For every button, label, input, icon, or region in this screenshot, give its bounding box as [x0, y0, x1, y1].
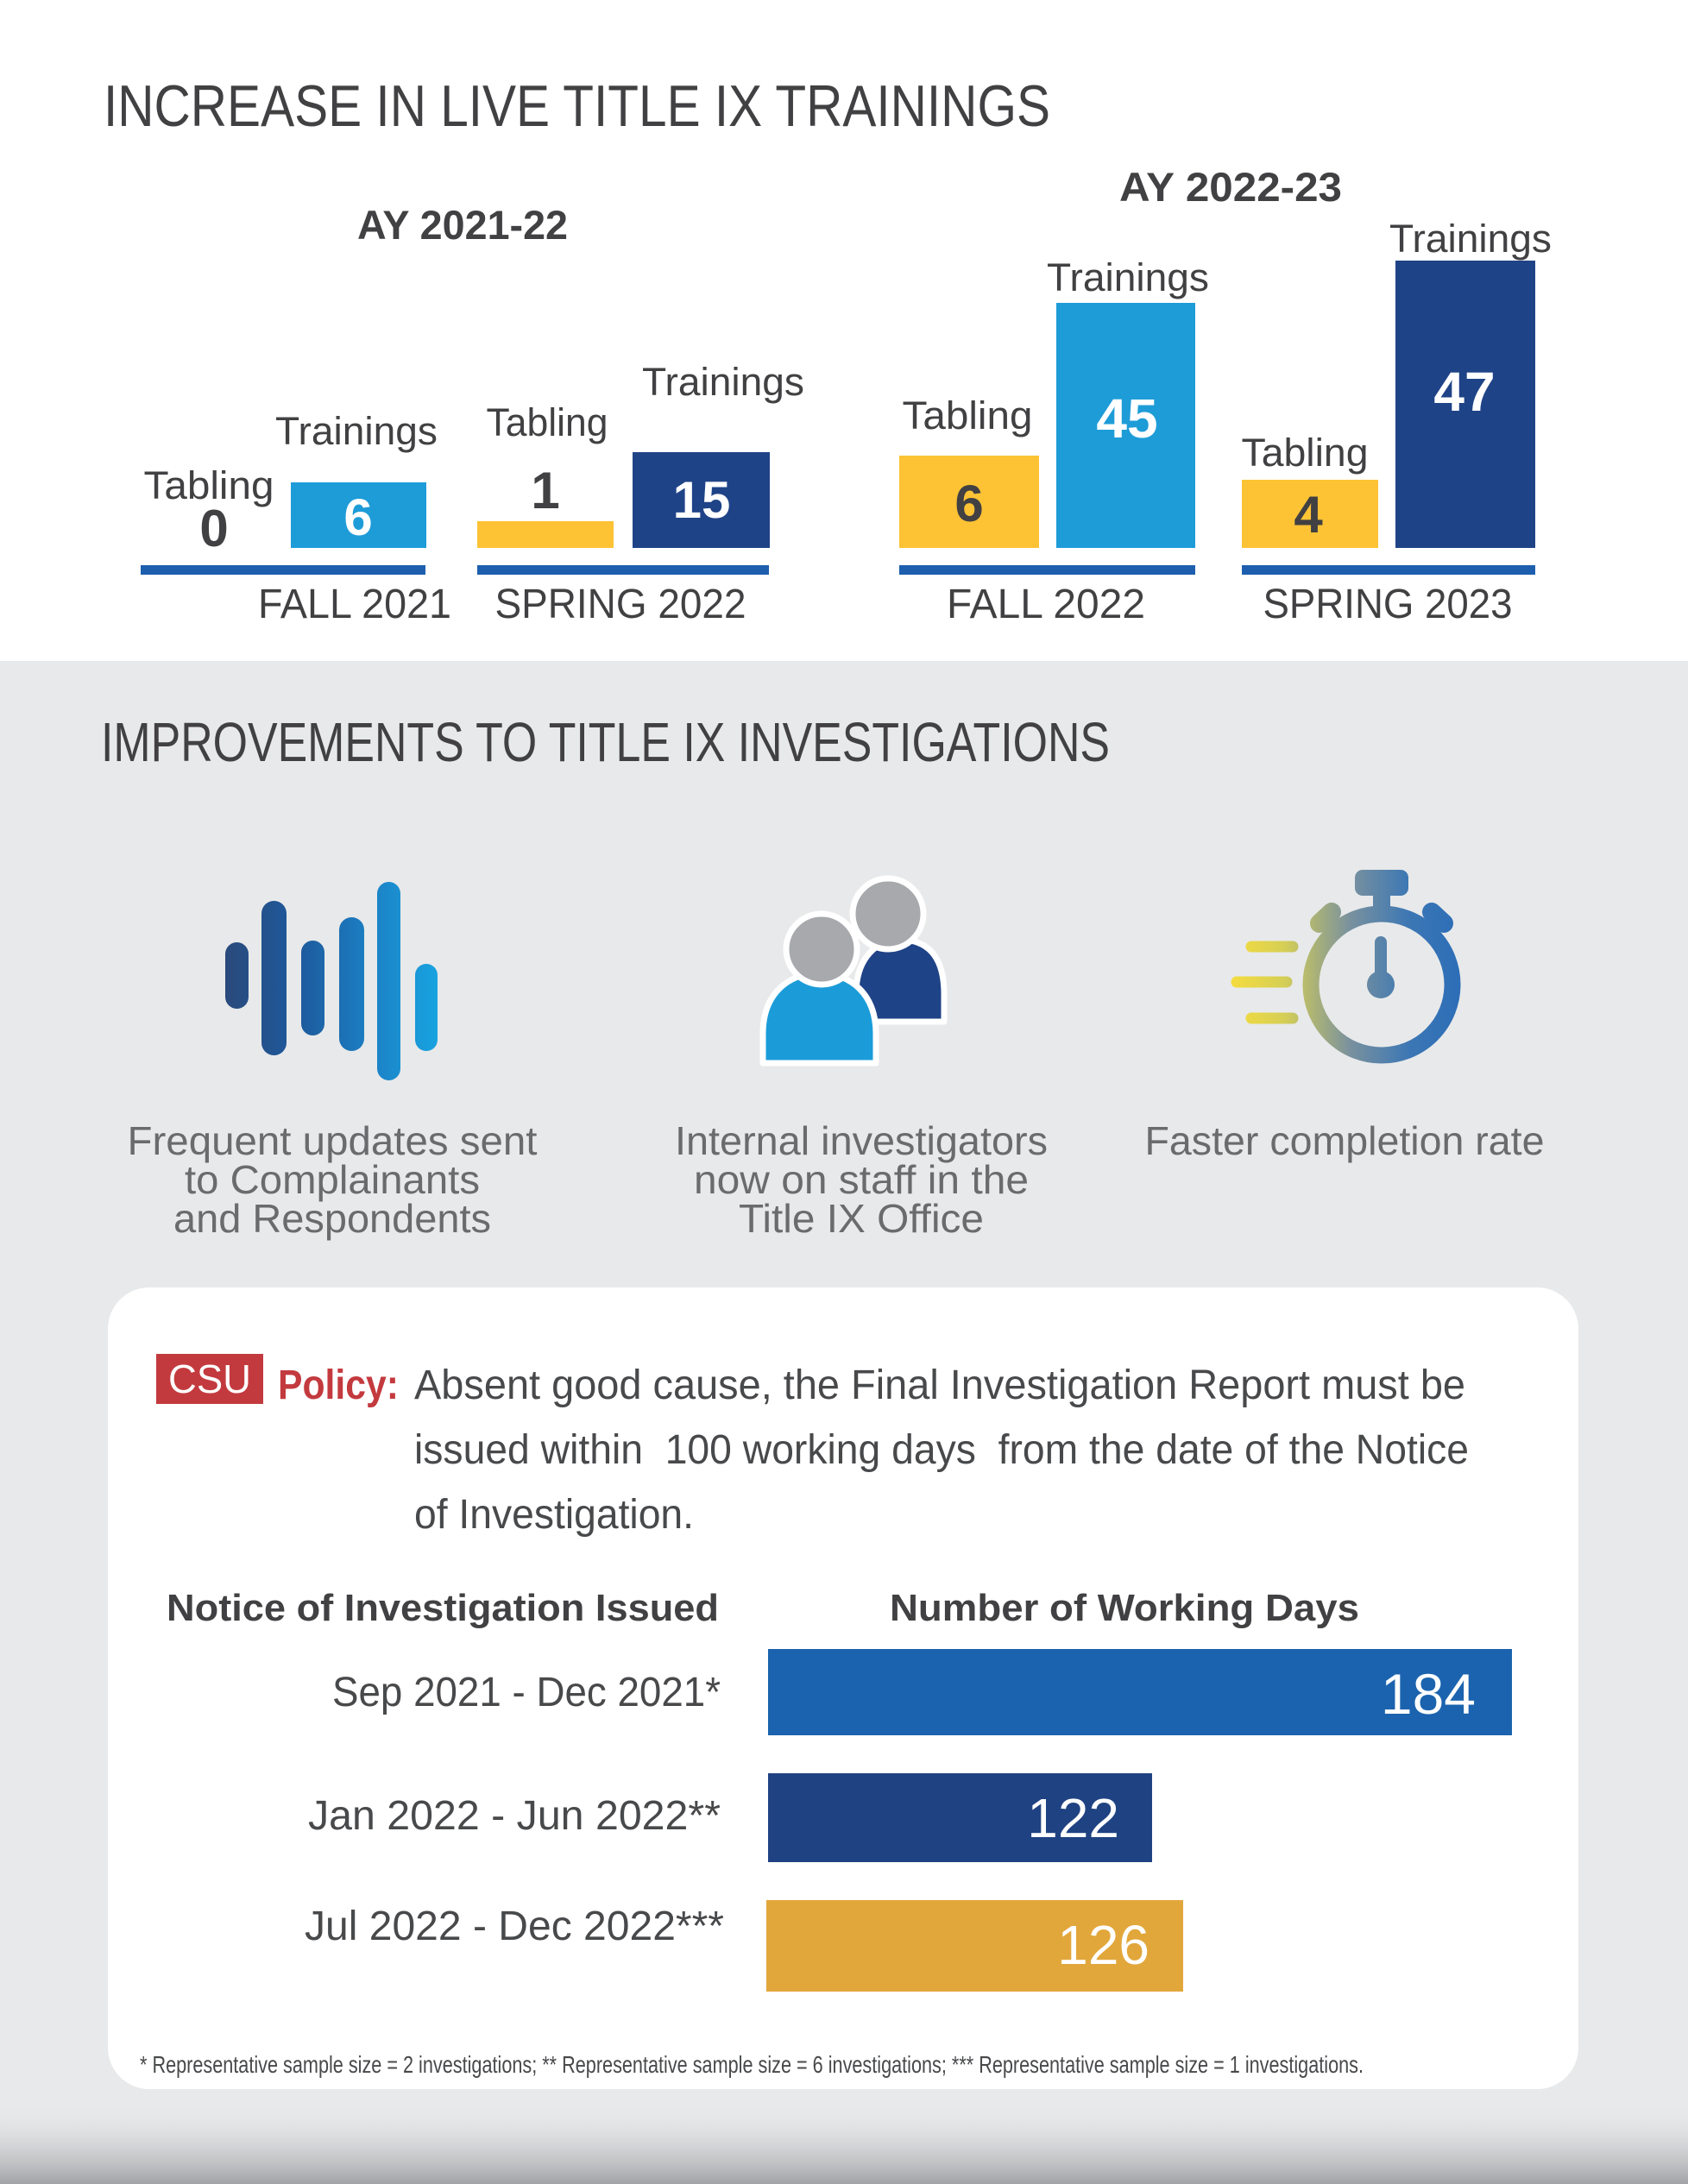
svg-text:IMPROVEMENTS TO TITLE IX INVES: IMPROVEMENTS TO TITLE IX INVESTIGATIONS — [101, 711, 1110, 773]
svg-text:Frequent updates sent: Frequent updates sent — [128, 1118, 538, 1163]
svg-text:Tabling: Tabling — [487, 400, 608, 444]
svg-text:15: 15 — [673, 471, 731, 529]
svg-text:now on staff in the: now on staff in the — [694, 1157, 1029, 1202]
svg-text:Number of Working Days: Number of Working Days — [890, 1587, 1359, 1629]
svg-text:Tabling: Tabling — [903, 393, 1033, 437]
svg-text:Trainings: Trainings — [642, 360, 804, 404]
svg-text:0: 0 — [199, 500, 228, 557]
svg-text:CSU: CSU — [168, 1356, 251, 1401]
svg-text:Title IX Office: Title IX Office — [739, 1196, 984, 1241]
svg-text:Internal investigators: Internal investigators — [675, 1118, 1048, 1163]
svg-text:6: 6 — [954, 475, 983, 532]
svg-text:SPRING 2022: SPRING 2022 — [495, 582, 746, 627]
svg-text:Jan 2022 - Jun 2022**: Jan 2022 - Jun 2022** — [308, 1793, 721, 1839]
svg-text:* Representative sample size =: * Representative sample size = 2 investi… — [140, 2051, 1364, 2078]
svg-text:126: 126 — [1057, 1914, 1149, 1976]
svg-text:4: 4 — [1294, 486, 1323, 544]
svg-text:Faster completion rate: Faster completion rate — [1145, 1118, 1545, 1163]
svg-text:AY 2021-22: AY 2021-22 — [357, 202, 568, 248]
svg-text:47: 47 — [1433, 361, 1495, 423]
svg-text:Jul 2022 - Dec 2022***: Jul 2022 - Dec 2022*** — [305, 1904, 724, 1949]
svg-text:Sep 2021 - Dec 2021*: Sep 2021 - Dec 2021* — [332, 1670, 721, 1715]
svg-text:Notice of Investigation Issued: Notice of Investigation Issued — [167, 1587, 719, 1629]
svg-text:122: 122 — [1027, 1787, 1119, 1849]
svg-text:FALL 2021: FALL 2021 — [258, 582, 451, 627]
svg-text:issued within 100 working day: issued within 100 working days from the … — [414, 1427, 1469, 1473]
svg-text:Trainings: Trainings — [275, 409, 438, 453]
svg-text:Absent good cause, the Final I: Absent good cause, the Final Investigati… — [414, 1363, 1465, 1408]
svg-text:Trainings: Trainings — [1047, 255, 1209, 299]
svg-text:and Respondents: and Respondents — [173, 1196, 491, 1241]
svg-text:45: 45 — [1096, 387, 1157, 450]
svg-text:SPRING 2023: SPRING 2023 — [1263, 582, 1513, 627]
svg-text:to Complainants: to Complainants — [185, 1157, 480, 1202]
svg-text:FALL 2022: FALL 2022 — [947, 582, 1145, 627]
svg-text:INCREASE IN LIVE TITLE IX TRAI: INCREASE IN LIVE TITLE IX TRAININGS — [104, 73, 1050, 139]
svg-text:Tabling: Tabling — [1242, 431, 1369, 475]
svg-text:of Investigation.: of Investigation. — [414, 1492, 694, 1538]
svg-text:6: 6 — [343, 488, 372, 546]
svg-text:Policy:: Policy: — [278, 1363, 399, 1408]
svg-text:Trainings: Trainings — [1389, 217, 1552, 261]
svg-text:AY 2022-23: AY 2022-23 — [1119, 164, 1342, 210]
svg-text:184: 184 — [1381, 1662, 1476, 1726]
svg-text:1: 1 — [531, 462, 559, 519]
svg-text:Tabling: Tabling — [144, 463, 274, 507]
